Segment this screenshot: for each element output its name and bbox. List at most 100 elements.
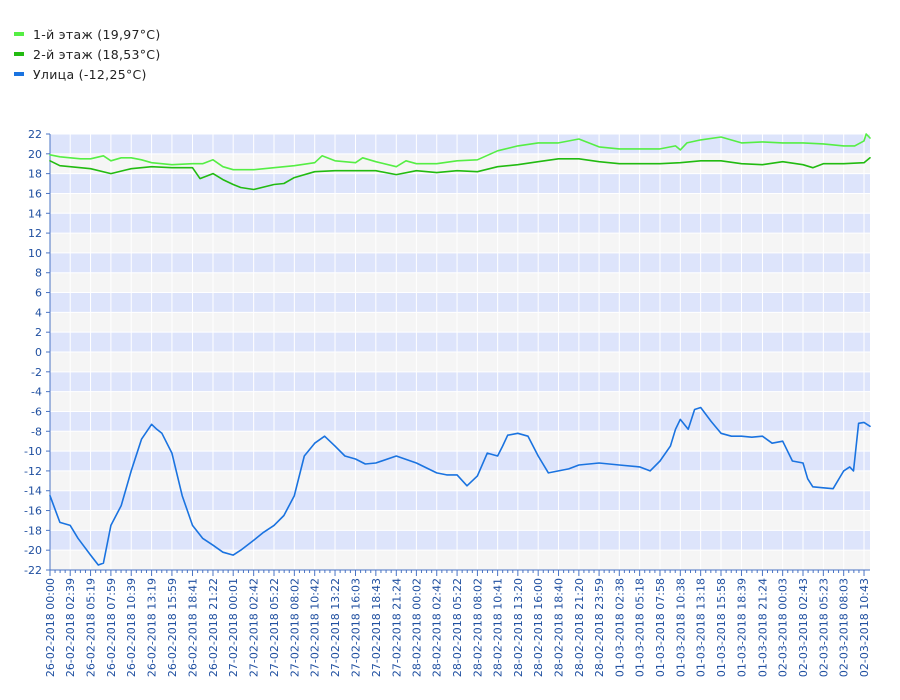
plot-band xyxy=(50,352,870,372)
legend-item-outside: Улица (-12,25°C) xyxy=(14,64,161,84)
plot-band xyxy=(50,292,870,313)
y-tick-label: 16 xyxy=(28,187,42,200)
y-tick-label: 22 xyxy=(28,128,42,141)
x-tick-label: 26-02-2018 10:39 xyxy=(125,578,138,677)
plot-band xyxy=(50,451,870,471)
x-tick-label: 26-02-2018 00:00 xyxy=(44,578,57,677)
plot-band xyxy=(50,134,870,154)
x-tick-label: 28-02-2018 21:20 xyxy=(573,578,586,677)
x-tick-label: 26-02-2018 15:59 xyxy=(166,578,179,677)
y-tick-label: -22 xyxy=(24,564,42,577)
x-tick-label: 27-02-2018 08:02 xyxy=(288,578,301,677)
legend-item-floor-2: 2-й этаж (18,53°C) xyxy=(14,44,161,64)
y-tick-label: 8 xyxy=(35,267,42,280)
plot-band xyxy=(50,193,870,214)
x-tick-label: 02-03-2018 02:43 xyxy=(797,578,810,677)
x-tick-label: 27-02-2018 05:22 xyxy=(268,578,281,677)
plot-band xyxy=(50,153,870,174)
x-tick-label: 02-03-2018 05:23 xyxy=(817,578,830,677)
plot-band xyxy=(50,550,870,570)
plot-band xyxy=(50,431,870,452)
x-tick-label: 26-02-2018 13:19 xyxy=(146,578,159,677)
x-tick-label: 28-02-2018 16:00 xyxy=(532,578,545,677)
y-tick-label: 14 xyxy=(28,207,42,220)
plot-band xyxy=(50,332,870,352)
x-axis-tick-labels: 26-02-2018 00:00 26-02-2018 02:39 26-02-20… xyxy=(44,578,871,677)
y-tick-label: -8 xyxy=(31,425,42,438)
x-tick-label: 26-02-2018 07:59 xyxy=(105,578,118,677)
x-tick-label: 26-02-2018 18:41 xyxy=(187,578,200,677)
y-tick-label: -2 xyxy=(31,366,42,379)
x-tick-label: 28-02-2018 13:20 xyxy=(512,578,525,677)
y-tick-label: -14 xyxy=(24,485,42,498)
x-tick-label: 26-02-2018 05:19 xyxy=(85,578,98,677)
x-tick-label: 01-03-2018 18:39 xyxy=(735,578,748,677)
plot-band xyxy=(50,490,870,511)
x-tick-label: 01-03-2018 10:38 xyxy=(674,578,687,677)
y-tick-label: 20 xyxy=(28,148,42,161)
x-tick-label: 26-02-2018 02:39 xyxy=(64,578,77,677)
plot-grid xyxy=(49,133,870,571)
x-tick-label: 27-02-2018 21:24 xyxy=(390,578,403,677)
x-tick-label: 02-03-2018 00:03 xyxy=(777,578,790,677)
plot-band xyxy=(50,391,870,412)
plot-band xyxy=(50,252,870,273)
y-axis-tick-labels: 2220181614121086420-2-4-6-8-10-12-14-16-… xyxy=(24,128,42,577)
plot-band xyxy=(50,213,870,234)
x-tick-label: 28-02-2018 23:59 xyxy=(593,578,606,677)
x-tick-label: 27-02-2018 10:42 xyxy=(309,578,322,677)
x-tick-label: 27-02-2018 16:03 xyxy=(349,578,362,677)
y-tick-label: -12 xyxy=(24,465,42,478)
plot-band xyxy=(50,371,870,392)
x-tick-label: 02-03-2018 10:43 xyxy=(858,578,871,677)
x-tick-label: 01-03-2018 21:24 xyxy=(756,578,769,677)
plot-background-bands xyxy=(50,134,870,570)
chart-legend: 1-й этаж (19,97°C) 2-й этаж (18,53°C) Ул… xyxy=(14,24,161,84)
series-lines xyxy=(49,133,871,566)
plot-band xyxy=(50,470,870,491)
x-tick-label: 27-02-2018 18:43 xyxy=(370,578,383,677)
y-tick-label: 4 xyxy=(35,306,42,319)
plot-band xyxy=(50,312,870,333)
y-tick-label: -10 xyxy=(24,445,42,458)
plot-band xyxy=(50,530,870,551)
y-tick-label: -18 xyxy=(24,524,42,537)
legend-swatch-floor-2 xyxy=(14,52,24,56)
series-line-floor-1 xyxy=(49,133,871,171)
y-tick-label: -16 xyxy=(24,505,42,518)
legend-swatch-outside xyxy=(14,72,24,76)
x-tick-label: 27-02-2018 00:01 xyxy=(227,578,240,677)
y-tick-label: 6 xyxy=(35,287,42,300)
plot-band xyxy=(50,510,870,531)
x-tick-label: 27-02-2018 02:42 xyxy=(248,578,261,677)
plot-band xyxy=(50,411,870,432)
legend-item-floor-1: 1-й этаж (19,97°C) xyxy=(14,24,161,44)
legend-label-floor-1: 1-й этаж (19,97°C) xyxy=(33,26,161,42)
x-tick-label: 28-02-2018 05:22 xyxy=(451,578,464,677)
legend-label-floor-2: 2-й этаж (18,53°C) xyxy=(33,46,161,62)
y-tick-label: 12 xyxy=(28,227,42,240)
y-tick-label: 10 xyxy=(28,247,42,260)
x-tick-label: 01-03-2018 05:18 xyxy=(634,578,647,677)
x-tick-label: 28-02-2018 08:02 xyxy=(471,578,484,677)
legend-label-outside: Улица (-12,25°C) xyxy=(33,66,147,82)
plot-band xyxy=(50,272,870,293)
x-tick-label: 28-02-2018 10:41 xyxy=(492,578,505,677)
x-tick-label: 02-03-2018 08:03 xyxy=(838,578,851,677)
x-tick-label: 26-02-2018 21:22 xyxy=(207,578,220,677)
plot-axes xyxy=(46,133,870,576)
plot-band xyxy=(50,173,870,194)
y-tick-label: 0 xyxy=(35,346,42,359)
x-tick-label: 28-02-2018 00:02 xyxy=(410,578,423,677)
x-tick-label: 28-02-2018 02:42 xyxy=(431,578,444,677)
x-tick-label: 01-03-2018 07:58 xyxy=(654,578,667,677)
y-tick-label: -4 xyxy=(31,386,42,399)
y-tick-label: 2 xyxy=(35,326,42,339)
x-tick-label: 01-03-2018 02:38 xyxy=(613,578,626,677)
series-line-floor-2 xyxy=(49,157,871,191)
y-tick-label: 18 xyxy=(28,168,42,181)
x-tick-label: 01-03-2018 15:58 xyxy=(715,578,728,677)
x-tick-label: 28-02-2018 18:40 xyxy=(553,578,566,677)
x-tick-label: 01-03-2018 13:18 xyxy=(695,578,708,677)
